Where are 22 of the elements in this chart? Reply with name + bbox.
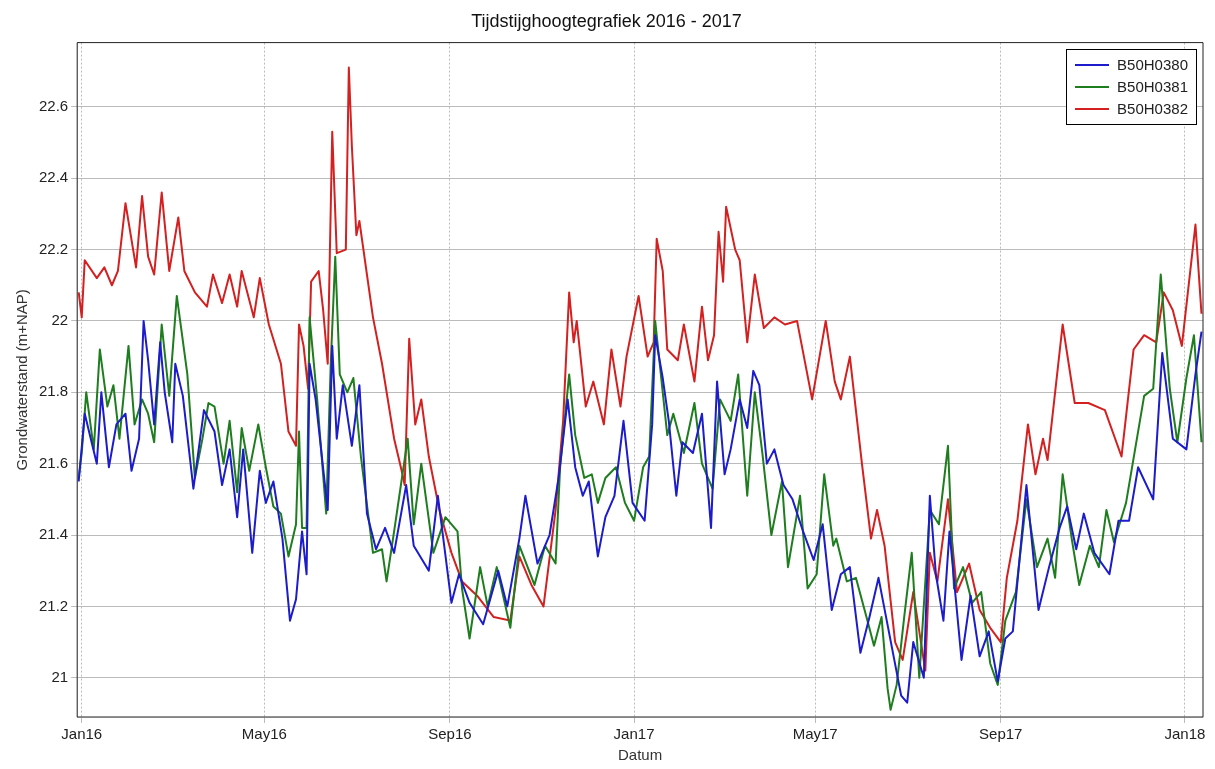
x-tick-label: Jan16	[61, 725, 103, 743]
x-tick-label: Sep16	[428, 725, 472, 743]
x-tick-label: May16	[241, 725, 287, 743]
y-tick-label: 22.2	[38, 239, 69, 257]
y-tick-label: 21.8	[38, 382, 69, 400]
legend-label: B50H0380	[1117, 54, 1188, 75]
y-tick-label: 21.4	[38, 525, 69, 543]
y-tick-label: 22	[51, 311, 69, 329]
x-axis-title: Datum	[618, 746, 663, 764]
x-tick-label: May17	[792, 725, 838, 743]
x-tick-label: Jan17	[613, 725, 655, 743]
x-tick-label: Sep17	[979, 725, 1023, 743]
chart-title: Tijdstijghoogtegrafiek 2016 - 2017	[471, 10, 742, 31]
y-tick-label: 22.6	[38, 96, 69, 114]
y-tick-label: 22.4	[38, 168, 69, 186]
y-tick-label: 21.6	[38, 453, 69, 471]
y-tick-label: 21.2	[38, 596, 69, 614]
legend-label: B50H0382	[1117, 98, 1188, 119]
y-axis-title: Grondwaterstand (m+NAP)	[13, 289, 31, 471]
legend-label: B50H0381	[1117, 76, 1188, 97]
y-tick-label: 21	[51, 667, 69, 685]
x-tick-label: Jan18	[1164, 725, 1206, 743]
